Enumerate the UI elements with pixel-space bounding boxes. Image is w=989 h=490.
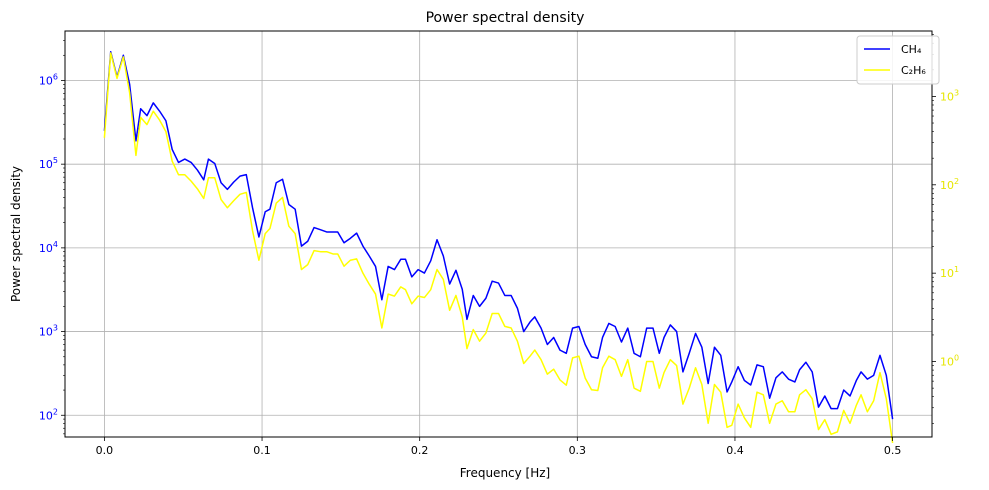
legend: CH₄ C₂H₆	[856, 35, 940, 85]
series-line-c2h6	[103, 52, 894, 444]
legend-box	[856, 35, 940, 85]
x-tick-label: 0.3	[569, 444, 587, 457]
y-axis-label-left: Power spectral density	[9, 166, 23, 302]
y-tick-label-left: 103	[39, 324, 58, 339]
y-tick-label-right: 102	[940, 177, 959, 192]
x-tick-label: 0.2	[411, 444, 429, 457]
y-axis-right: 100 101 102 103	[932, 34, 959, 424]
y-tick-label-right: 101	[940, 265, 959, 280]
chart-title: Power spectral density	[426, 10, 585, 26]
grid	[65, 31, 932, 437]
y-tick-label-right: 103	[940, 88, 959, 103]
plot-frame	[64, 30, 933, 438]
legend-label-ch4: CH₄	[901, 43, 922, 56]
legend-label-c2h6: C₂H₆	[901, 64, 926, 77]
y-tick-label-right: 100	[940, 354, 959, 369]
x-tick-label: 0.0	[96, 444, 114, 457]
y-tick-label-left: 105	[39, 156, 58, 171]
x-axis-label: Frequency [Hz]	[460, 466, 551, 480]
y-axis-left: 102 103 104 105 106	[39, 40, 65, 435]
x-tick-label: 0.5	[884, 444, 902, 457]
series-layer	[103, 51, 894, 444]
x-tick-label: 0.4	[726, 444, 744, 457]
y-tick-label-left: 106	[39, 72, 58, 87]
x-axis: 0.0 0.1 0.2 0.3 0.4 0.5	[96, 437, 902, 457]
x-tick-label: 0.1	[253, 444, 271, 457]
series-line-ch4	[103, 51, 894, 420]
y-tick-label-left: 102	[39, 407, 58, 422]
y-tick-label-left: 104	[39, 240, 58, 255]
